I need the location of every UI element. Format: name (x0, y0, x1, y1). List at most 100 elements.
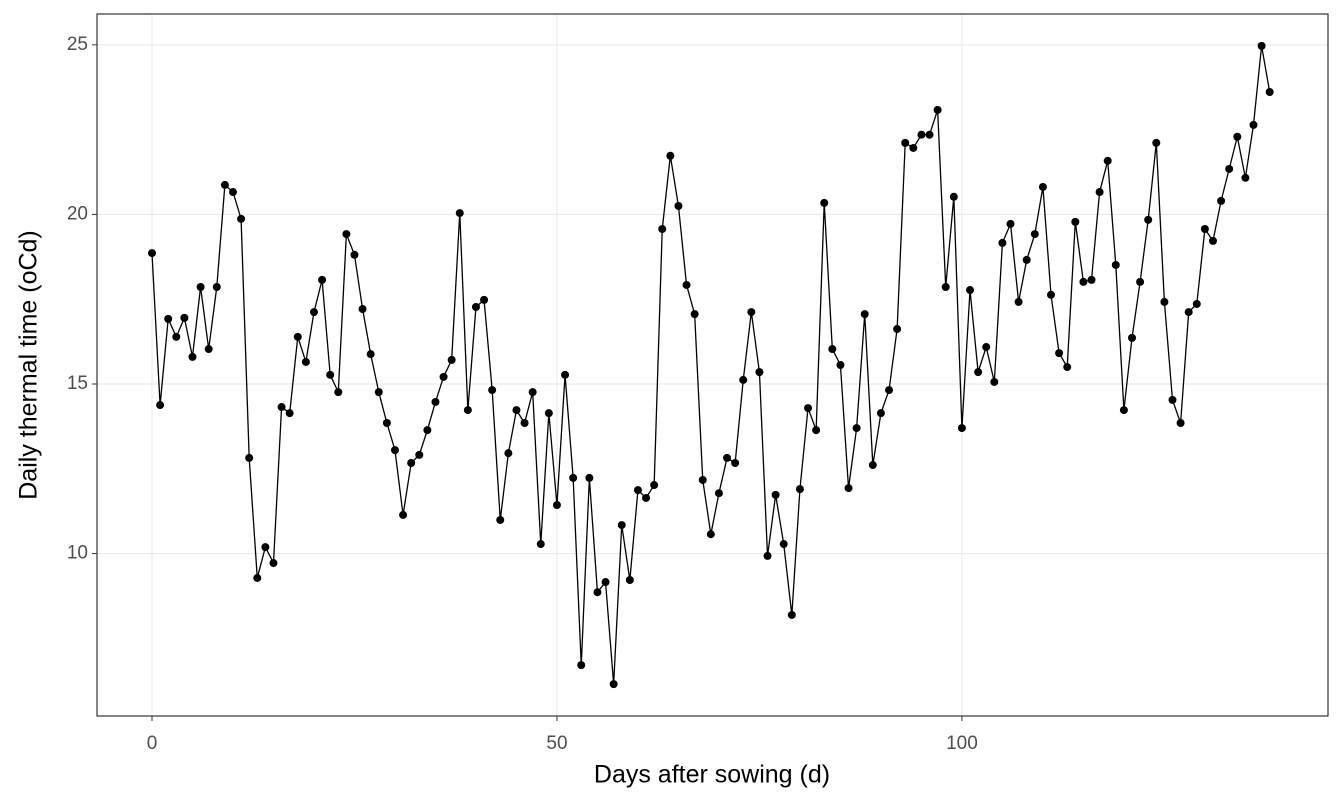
data-point (755, 368, 764, 377)
data-point (180, 313, 189, 322)
data-point (747, 308, 756, 317)
data-point (941, 283, 950, 291)
data-point (812, 426, 821, 435)
panel-border (96, 13, 1329, 717)
data-point (407, 459, 416, 468)
data-point (601, 578, 610, 587)
data-point (1233, 132, 1242, 141)
data-point (1265, 88, 1274, 96)
data-point (374, 388, 383, 397)
data-point (909, 143, 918, 152)
y-tick-label: 25 (67, 34, 88, 55)
data-point (1038, 182, 1047, 191)
data-point (301, 357, 310, 366)
data-point (164, 314, 173, 323)
y-tick-label: 20 (67, 203, 88, 224)
data-point (1184, 308, 1193, 317)
data-point (1249, 120, 1258, 129)
data-point (1176, 418, 1185, 427)
data-point (779, 540, 788, 549)
data-point (844, 484, 853, 493)
data-point (1006, 219, 1015, 228)
y-axis-title: Daily thermal time (oCd) (15, 230, 43, 500)
data-point (876, 409, 885, 418)
data-point (463, 406, 472, 415)
data-point (625, 576, 634, 585)
data-point (917, 130, 926, 139)
data-point (1022, 255, 1031, 264)
data-point (399, 510, 408, 519)
data-point (1103, 156, 1112, 165)
data-point (569, 473, 578, 482)
data-point (309, 308, 318, 317)
data-point (1160, 297, 1169, 306)
data-point (633, 486, 642, 495)
data-point (1257, 41, 1266, 50)
panel (97, 14, 1328, 716)
data-point (1200, 225, 1209, 234)
data-point (731, 459, 740, 468)
data-point (544, 409, 553, 418)
data-point (852, 424, 861, 433)
data-point (245, 453, 254, 462)
x-tick-label: 50 (546, 733, 567, 754)
data-point (698, 475, 707, 484)
data-point (885, 386, 894, 395)
data-point (650, 481, 659, 490)
y-tick-label: 10 (67, 543, 88, 564)
data-point (220, 180, 229, 189)
data-point (585, 473, 594, 482)
data-point (196, 283, 205, 291)
data-point (382, 418, 391, 427)
data-point (326, 370, 335, 379)
data-point (690, 310, 699, 319)
data-point (1030, 230, 1039, 239)
data-point (488, 386, 497, 395)
data-point (415, 450, 424, 459)
data-point (358, 305, 367, 314)
data-point (1055, 349, 1064, 358)
data-point (966, 286, 975, 295)
data-point (293, 332, 302, 341)
data-point (561, 370, 570, 379)
data-point (901, 138, 910, 147)
data-point (925, 130, 934, 139)
data-point (447, 355, 456, 364)
data-point (480, 295, 489, 304)
data-point (431, 397, 440, 406)
data-point (593, 588, 602, 597)
data-point (536, 540, 545, 549)
data-point (990, 377, 999, 386)
data-point (156, 401, 165, 410)
data-point (253, 573, 262, 582)
data-point (277, 403, 286, 412)
data-point (471, 303, 480, 312)
data-point (1144, 215, 1153, 224)
data-point (512, 406, 521, 415)
data-point (682, 280, 691, 289)
data-point (666, 151, 675, 160)
data-point (1127, 333, 1136, 342)
data-point (342, 230, 351, 239)
y-tick-label: 15 (67, 373, 88, 394)
data-point (552, 501, 561, 510)
data-point (868, 461, 877, 470)
data-point (1168, 395, 1177, 404)
data-point (998, 238, 1007, 247)
data-point (1111, 260, 1120, 269)
data-point (974, 368, 983, 377)
data-point (982, 343, 991, 352)
data-point (455, 209, 464, 218)
data-point (771, 490, 780, 499)
data-point (674, 201, 683, 210)
data-point (642, 493, 651, 502)
data-point (949, 192, 958, 201)
data-point (706, 530, 715, 539)
data-point (1119, 406, 1128, 415)
data-point (390, 446, 399, 455)
data-point (723, 453, 732, 462)
data-point (1217, 196, 1226, 205)
x-axis-title: Days after sowing (d) (594, 761, 830, 789)
data-point (1241, 173, 1250, 182)
